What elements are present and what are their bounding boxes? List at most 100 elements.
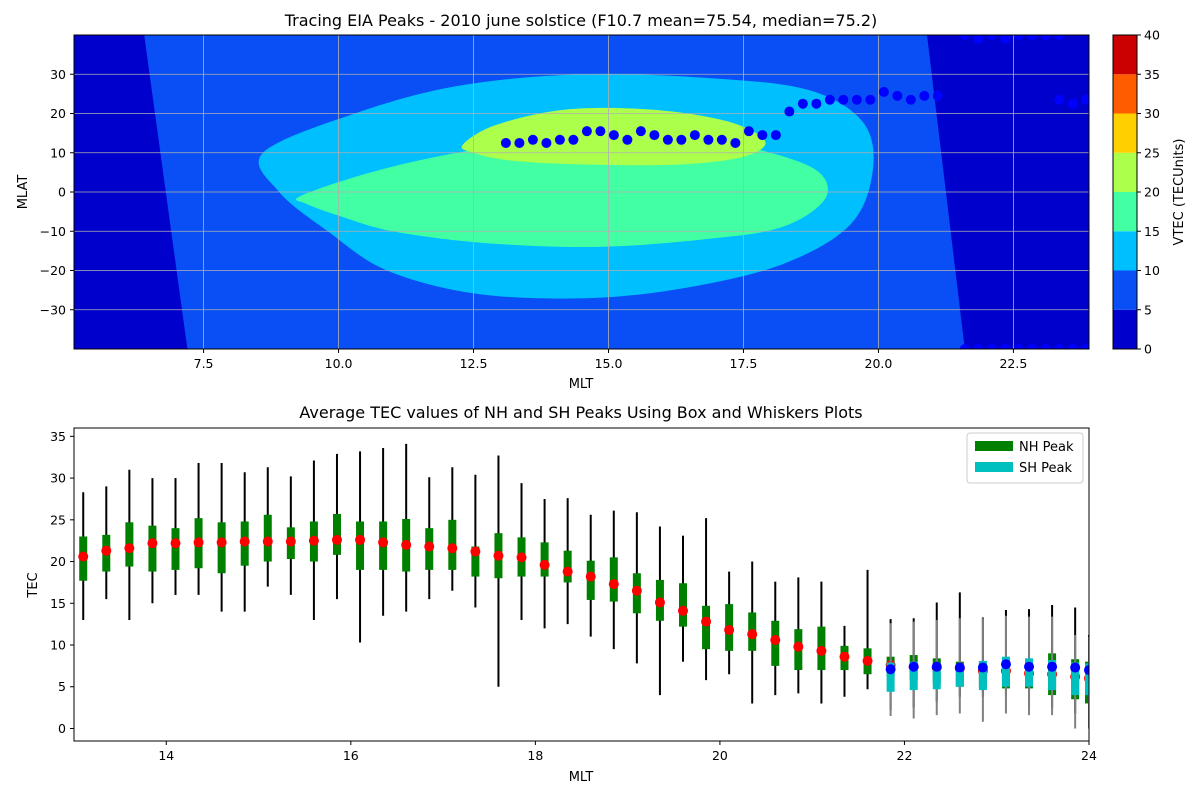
mean-marker-0-0	[78, 551, 89, 562]
peak-point-1-14	[1040, 344, 1051, 349]
contour-y-tick-label-6: 30	[50, 67, 66, 82]
peak-point-1-16	[1067, 344, 1078, 349]
box-1-5	[1001, 656, 1010, 687]
peak-point-0-23	[811, 98, 822, 109]
mean-marker-0-24	[631, 585, 642, 596]
mean-marker-0-5	[193, 537, 204, 548]
peak-point-0-18	[743, 126, 754, 137]
contour-x-tick-label-3: 15.0	[595, 356, 623, 371]
mean-marker-1-7	[1047, 661, 1058, 672]
peak-point-0-9	[622, 134, 633, 145]
box-y-label: TEC	[26, 572, 41, 598]
mean-marker-0-11	[331, 534, 342, 545]
colorbar-band-7	[1113, 35, 1137, 75]
mean-marker-1-2	[931, 661, 942, 672]
colorbar-band-2	[1113, 231, 1137, 271]
box-series	[78, 443, 1089, 729]
mean-marker-0-21	[562, 566, 573, 577]
mean-marker-1-6	[1024, 661, 1035, 672]
mean-marker-0-12	[355, 534, 366, 545]
mean-marker-0-15	[424, 541, 435, 552]
peak-point-1-5	[1027, 35, 1038, 40]
peak-point-1-11	[1000, 344, 1011, 349]
peak-point-0-21	[784, 106, 795, 117]
contour-y-tick-label-4: 10	[50, 145, 66, 160]
box-title: Average TEC values of NH and SH Peaks Us…	[299, 403, 862, 422]
contour-y-tick-label-5: 20	[50, 106, 66, 121]
peak-point-0-3	[541, 137, 552, 148]
contour-y-tick-label-1: −20	[40, 263, 66, 278]
peak-markers	[500, 35, 1089, 349]
contour-x-tick-label-2: 12.5	[460, 356, 488, 371]
peak-point-0-30	[905, 94, 916, 105]
peak-point-0-7	[595, 126, 606, 137]
box-y-tick-label-3: 15	[50, 596, 66, 611]
box-plot-area	[74, 428, 1089, 741]
peak-point-0-33	[1054, 94, 1065, 105]
mean-marker-0-34	[862, 655, 873, 666]
peak-point-0-20	[770, 130, 781, 141]
mean-marker-0-27	[701, 616, 712, 627]
box-0-21	[563, 550, 572, 583]
peak-point-0-4	[554, 134, 565, 145]
legend-label-sh: SH Peak	[1019, 461, 1073, 476]
peak-point-0-35	[1081, 94, 1089, 105]
mean-marker-0-29	[747, 629, 758, 640]
peak-point-0-28	[878, 86, 889, 97]
legend: NH Peak SH Peak	[966, 432, 1084, 484]
colorbar-tick-label-2: 10	[1144, 263, 1160, 278]
box-x-tick-label-0: 14	[158, 748, 174, 763]
mean-marker-0-4	[170, 538, 181, 549]
contour-x-tick-label-4: 17.5	[730, 356, 758, 371]
legend-label-nh: NH Peak	[1019, 440, 1074, 455]
mean-marker-0-33	[839, 651, 850, 662]
peak-point-1-17	[1081, 344, 1089, 349]
mean-marker-0-25	[654, 597, 665, 608]
peak-point-0-2	[527, 134, 538, 145]
peak-point-1-15	[1054, 344, 1065, 349]
mean-marker-0-16	[447, 543, 458, 554]
box-y-tick-label-1: 5	[58, 679, 66, 694]
colorbar-band-5	[1113, 113, 1137, 153]
peak-point-0-29	[892, 90, 903, 101]
peak-point-1-1	[973, 35, 984, 44]
box-0-12	[356, 521, 365, 570]
peak-point-0-5	[568, 134, 579, 145]
box-1-0	[886, 662, 895, 692]
peak-point-0-0	[500, 137, 511, 148]
box-y-tick-label-5: 25	[50, 512, 66, 527]
box-0-6	[217, 522, 226, 574]
box-0-26	[679, 583, 687, 627]
colorbar-label: VTEC (TECUnits)	[1172, 139, 1187, 246]
peak-point-0-19	[757, 130, 768, 141]
box-0-3	[148, 525, 157, 572]
peak-point-0-31	[919, 90, 930, 101]
mean-marker-1-8	[1070, 662, 1081, 673]
mean-marker-0-23	[608, 579, 619, 590]
peak-point-0-11	[649, 130, 660, 141]
colorbar-tick-label-8: 40	[1144, 28, 1160, 43]
box-1-8	[1071, 662, 1080, 696]
peak-point-1-9	[973, 344, 984, 349]
contour-x-ticks: 7.5 10.0 12.5 15.0 17.5 20.0 22.5	[194, 349, 1027, 371]
box-0-27	[702, 605, 711, 650]
box-x-tick-label-5: 24	[1081, 748, 1097, 763]
peak-point-1-13	[1027, 344, 1038, 349]
peak-point-1-8	[959, 344, 970, 349]
peak-point-0-10	[635, 126, 646, 137]
peak-point-0-27	[865, 94, 876, 105]
peak-point-0-22	[797, 98, 808, 109]
box-0-11	[332, 513, 341, 555]
legend-swatch-sh	[975, 462, 1013, 472]
mean-marker-0-14	[401, 539, 412, 550]
contour-x-tick-label-0: 7.5	[194, 356, 214, 371]
mean-marker-0-2	[124, 543, 135, 554]
colorbar-band-3	[1113, 192, 1137, 232]
mean-marker-0-30	[770, 635, 781, 646]
colorbar-tick-label-4: 20	[1144, 185, 1160, 200]
box-1-6	[1025, 658, 1034, 687]
peak-point-1-7	[1054, 35, 1065, 40]
box-plot	[73, 427, 1090, 742]
peak-point-0-13	[676, 134, 687, 145]
legend-swatch-nh	[975, 441, 1013, 451]
